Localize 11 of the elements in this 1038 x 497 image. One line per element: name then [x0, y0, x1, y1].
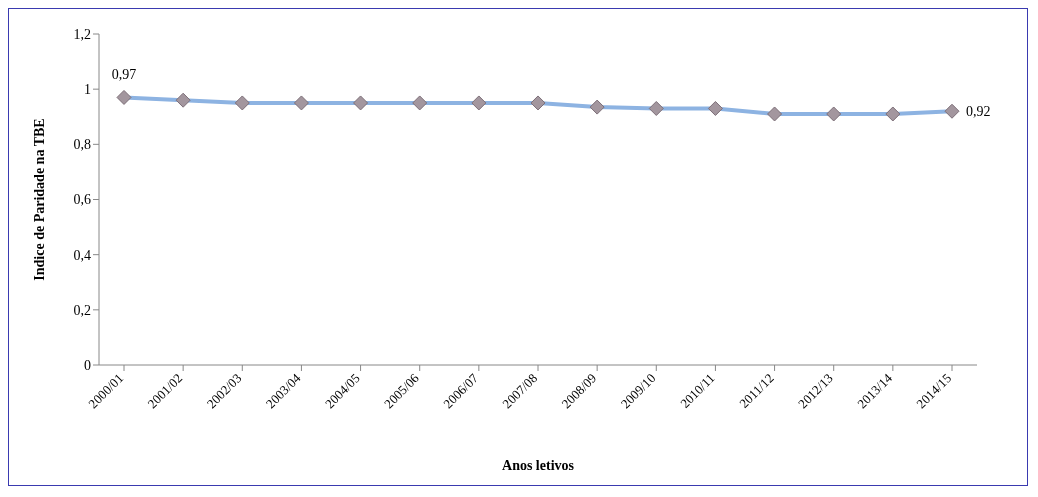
- y-tick-label: 0,2: [73, 302, 91, 318]
- y-tick-label: 0,6: [73, 192, 91, 208]
- y-tick-label: 1,2: [73, 26, 91, 42]
- y-axis-title: Indice de Paridade na TBE: [31, 118, 47, 281]
- x-axis-title: Anos letivos: [502, 458, 575, 473]
- y-tick-label: 0: [84, 357, 91, 373]
- y-tick-label: 1: [84, 82, 91, 98]
- data-label: 0,92: [966, 104, 991, 120]
- data-label: 0,97: [111, 67, 137, 83]
- y-tick-label: 0,8: [73, 137, 91, 153]
- y-tick-label: 0,4: [73, 247, 91, 263]
